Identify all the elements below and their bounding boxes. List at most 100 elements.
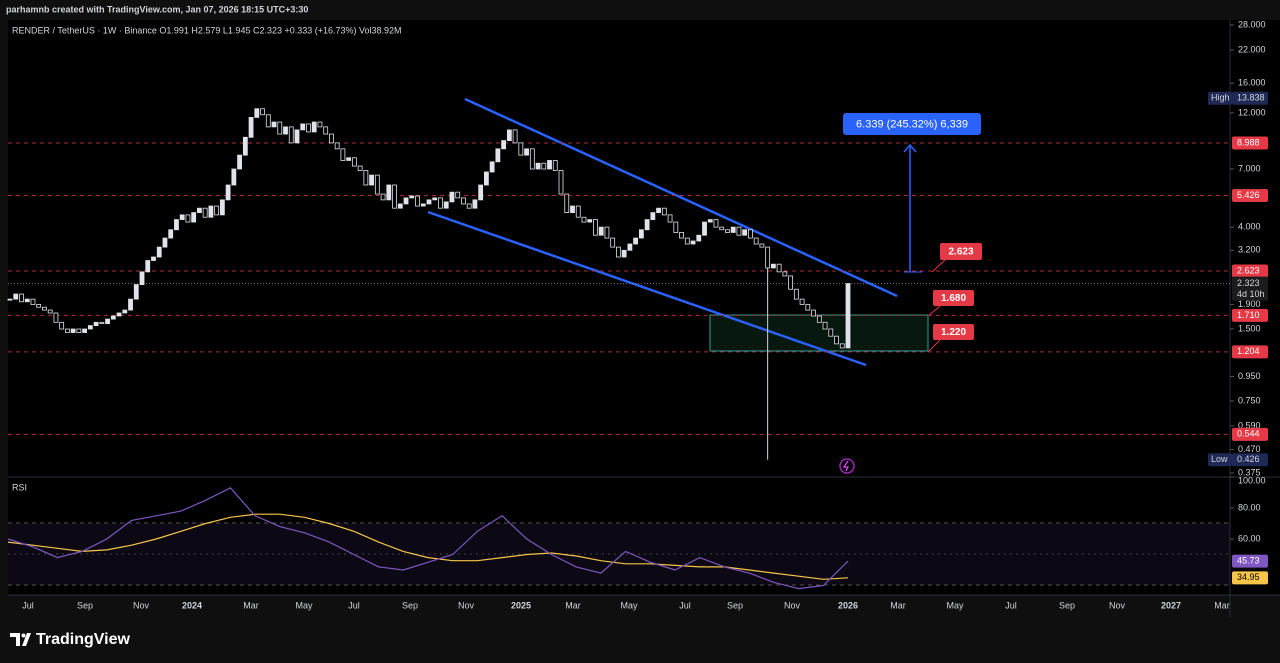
candle: [547, 160, 552, 170]
candle: [87, 325, 93, 330]
candle: [501, 140, 507, 150]
candle: [351, 157, 357, 167]
candle: [133, 284, 139, 300]
x-tick-label: Mar: [890, 600, 906, 610]
candle: [564, 193, 570, 214]
candle: [174, 219, 179, 231]
callout-pointer: [927, 305, 941, 317]
x-tick-label: Jul: [1005, 600, 1017, 610]
candle: [541, 162, 547, 170]
x-tick-label: Mar: [243, 600, 259, 610]
x-tick-label: 2024: [182, 600, 202, 610]
x-tick-label: Sep: [402, 600, 418, 610]
x-tick-label: Jul: [348, 600, 360, 610]
candle: [122, 309, 128, 314]
candle: [570, 205, 575, 214]
candle: [799, 298, 805, 305]
x-tick-label: May: [295, 600, 313, 610]
candle: [110, 315, 116, 320]
callout-label: 1.680: [941, 293, 966, 304]
candle: [346, 157, 352, 161]
candle: [168, 229, 174, 239]
candle: [179, 214, 185, 221]
candle: [191, 212, 197, 223]
rsi-value-tag: [1232, 554, 1268, 568]
candle: [151, 256, 156, 261]
candle: [633, 237, 639, 245]
current-label: 2.323: [1237, 278, 1260, 288]
callout-pointer: [931, 259, 946, 273]
candle: [248, 117, 254, 138]
rsi-tick-label: 80.00: [1238, 502, 1261, 512]
candle: [76, 328, 82, 333]
candle: [219, 199, 225, 216]
candle: [443, 201, 449, 209]
low-name-tag: [1208, 453, 1232, 467]
symbol-line: RENDER / TetherUS · 1W · Binance O1.991 …: [12, 25, 402, 35]
candle: [702, 221, 707, 236]
candle: [770, 263, 776, 269]
chart-area: [8, 20, 1230, 595]
x-tick-label: Jul: [22, 600, 34, 610]
high-tag: [1232, 91, 1268, 105]
rsi-ma-line: [7, 513, 849, 580]
candle: [765, 246, 771, 269]
candle: [673, 221, 679, 233]
candle: [357, 165, 363, 171]
rsi-title: RSI: [12, 482, 27, 492]
y-tick-label: 22.000: [1238, 44, 1266, 54]
candle: [524, 148, 529, 156]
alert-icon[interactable]: [839, 458, 855, 474]
candle: [409, 195, 415, 199]
candle: [753, 237, 759, 245]
candle: [415, 195, 420, 207]
candle: [42, 306, 47, 311]
x-tick-label: Mar: [1214, 600, 1230, 610]
candle: [225, 184, 231, 201]
candle: [742, 229, 748, 236]
candle: [661, 207, 667, 216]
rsi-value-label: 45.73: [1237, 555, 1260, 565]
rsi-ma-tag: [1232, 571, 1268, 585]
candle: [489, 161, 495, 173]
y-tick-label: 1.900: [1238, 299, 1261, 309]
candle: [512, 129, 518, 144]
rsi-band: [8, 523, 1230, 585]
candle: [466, 203, 472, 209]
candle: [529, 148, 535, 170]
candle: [300, 123, 306, 131]
price-axis: [1230, 20, 1280, 595]
candle: [288, 126, 294, 144]
candle: [782, 271, 788, 277]
x-tick-label: Sep: [727, 600, 743, 610]
measure-label-box: [843, 113, 981, 135]
candle: [185, 214, 191, 223]
candle: [64, 328, 70, 333]
candle: [598, 226, 604, 236]
candle: [627, 243, 633, 251]
candle: [811, 309, 816, 317]
level-label: 0.544: [1237, 429, 1260, 439]
low-label: 0.426: [1237, 454, 1260, 464]
candle: [47, 309, 53, 314]
candle: [294, 129, 300, 144]
arrow-head: [903, 143, 917, 153]
candle: [684, 237, 690, 245]
candle: [707, 219, 713, 223]
candle: [461, 197, 466, 205]
candle: [432, 197, 438, 201]
candle: [759, 243, 765, 248]
footer: [0, 617, 1280, 663]
candle: [271, 121, 277, 128]
candle: [449, 191, 455, 203]
rsi-ma-label: 34.95: [1237, 572, 1260, 582]
candle: [518, 142, 524, 156]
y-tick-label: 0.750: [1238, 395, 1261, 405]
candle: [776, 263, 782, 273]
candle: [139, 271, 145, 286]
candle: [845, 283, 851, 349]
callout-label: 1.220: [941, 327, 966, 338]
level-tag: [1232, 264, 1268, 278]
level-tag: [1232, 427, 1268, 441]
